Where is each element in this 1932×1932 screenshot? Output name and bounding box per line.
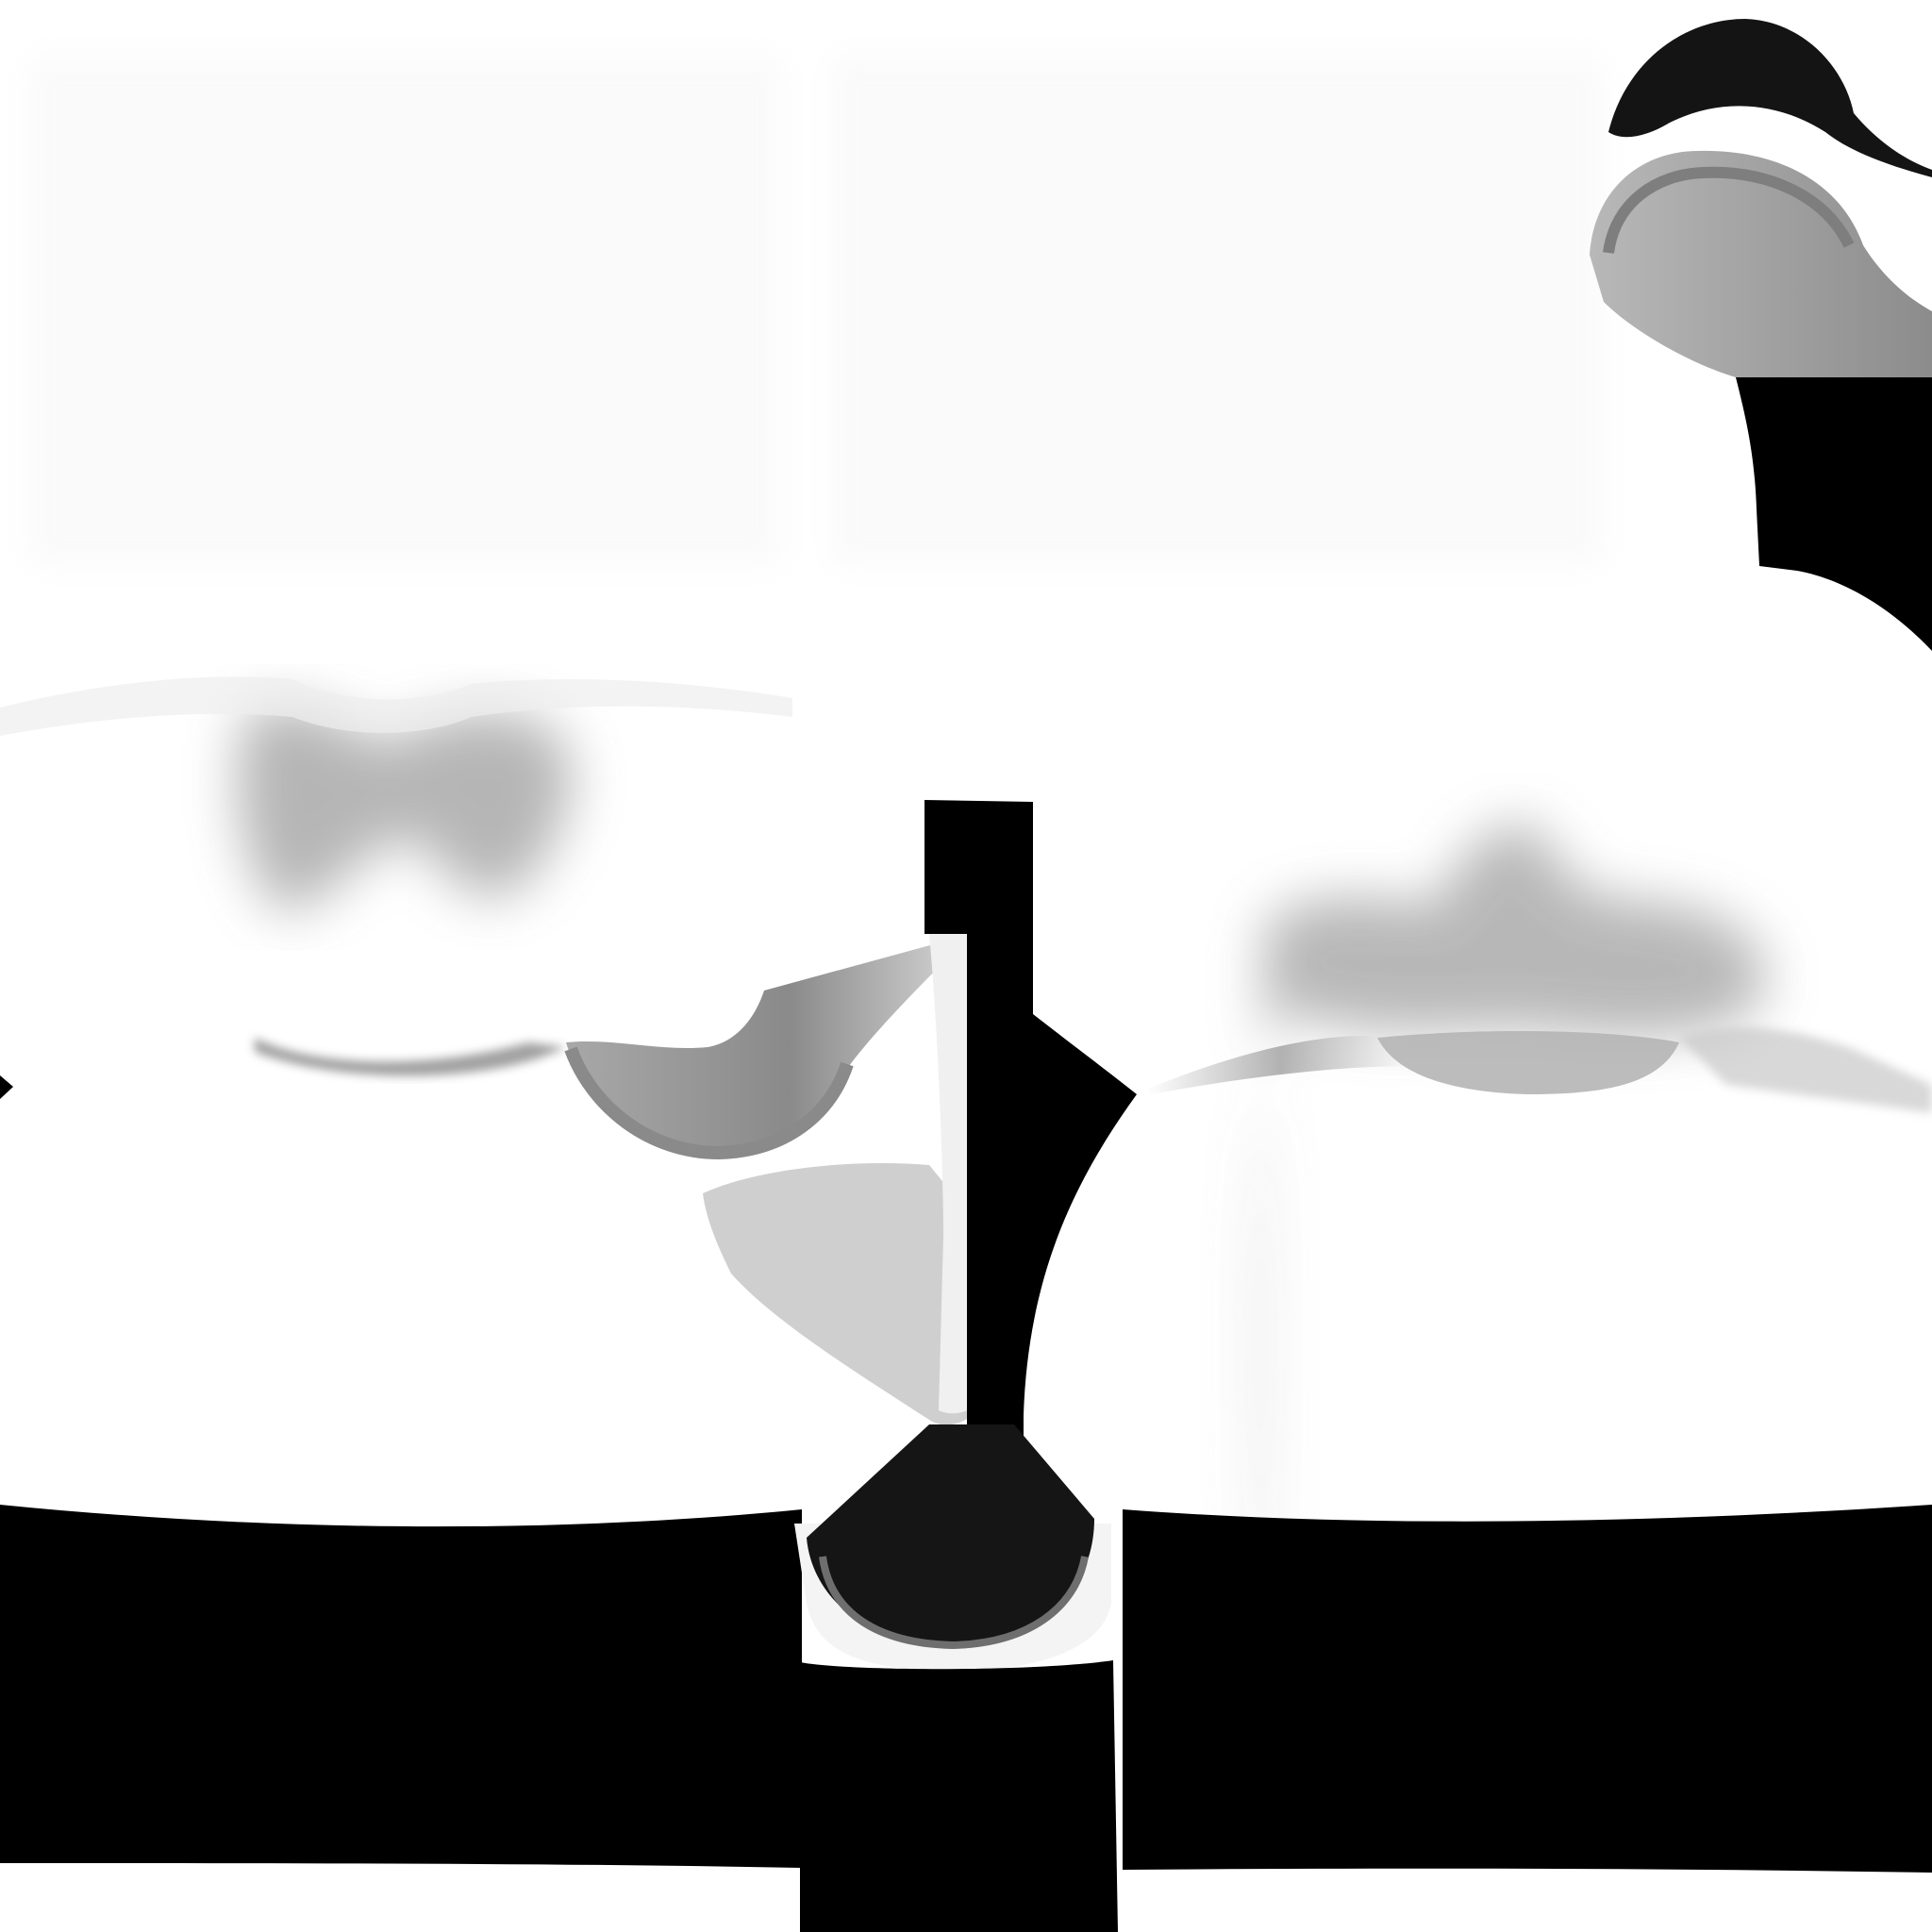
left-chest-top-edge — [0, 676, 792, 736]
center-cup-dark — [807, 1424, 1094, 1646]
right-hem-seam — [1377, 1031, 1679, 1094]
upper-right-fabric-panel — [830, 57, 1604, 566]
left-lapel-light-panel — [703, 1163, 972, 1425]
left-chest-shading — [237, 705, 572, 910]
center-lower-black-block — [800, 1660, 1118, 1932]
top-right-gray-cap — [1590, 150, 1932, 377]
top-right-gray-cap-rim — [1603, 166, 1855, 254]
right-chest-shading — [1257, 824, 1766, 1869]
right-shoulder-black-block — [1736, 377, 1932, 651]
waistband-right — [1123, 1505, 1932, 1873]
right-chest-fold-band — [1146, 1036, 1415, 1094]
left-edge-notch — [0, 1075, 13, 1099]
upper-left-fabric-panel — [28, 57, 783, 566]
left-collar-crescent-rim — [564, 1046, 854, 1160]
collar-white-sliver — [929, 934, 976, 1414]
left-hem-seam — [255, 1038, 566, 1076]
left-collar-crescent — [566, 934, 972, 1156]
top-right-dark-cap — [1608, 19, 1932, 177]
center-cup-rim — [819, 1556, 1089, 1650]
right-side-gray-wedge — [1679, 1027, 1932, 1113]
waistband-left — [0, 1505, 802, 1868]
center-placket-black — [924, 800, 1137, 1443]
